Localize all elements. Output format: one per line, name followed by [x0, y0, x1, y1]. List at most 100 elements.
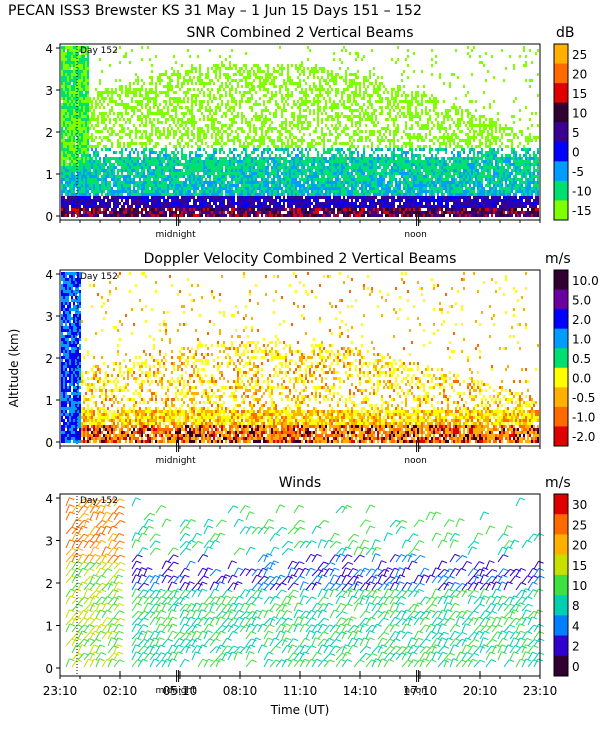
snr-cell [249, 166, 251, 169]
snr-cell [75, 67, 77, 70]
snr-cell [71, 115, 73, 118]
snr-cell [83, 160, 85, 163]
snr-cell [333, 199, 335, 202]
snr-cell [219, 157, 221, 160]
snr-cell [183, 79, 185, 82]
snr-cell [153, 103, 155, 106]
snr-cell [299, 172, 301, 175]
snr-cell [291, 199, 293, 202]
snr-cell [337, 169, 339, 172]
snr-cell [323, 142, 325, 145]
snr-cell [163, 214, 165, 217]
snr-cell [271, 214, 273, 217]
snr-cell [337, 115, 339, 118]
snr-cell [67, 130, 69, 133]
snr-cell [79, 166, 81, 169]
snr-cell [173, 178, 175, 181]
snr-cell [67, 55, 69, 58]
snr-cell [65, 148, 67, 151]
snr-cell [301, 160, 303, 163]
snr-cell [229, 163, 231, 166]
snr-cell [245, 85, 247, 88]
snr-cell [147, 46, 149, 49]
snr-cell [351, 136, 353, 139]
snr-cell [345, 190, 347, 193]
snr-cell [119, 193, 121, 196]
snr-cell [243, 178, 245, 181]
snr-cell [75, 52, 77, 55]
snr-cell [317, 190, 319, 193]
snr-cell [183, 214, 185, 217]
snr-cell [159, 76, 161, 79]
snr-cell [201, 142, 203, 145]
snr-cell [343, 130, 345, 133]
snr-cell [327, 199, 329, 202]
snr-cell [111, 175, 113, 178]
snr-cell [191, 181, 193, 184]
snr-cell [203, 160, 205, 163]
snr-cell [177, 175, 179, 178]
snr-cell [67, 91, 69, 94]
snr-cell [201, 127, 203, 130]
snr-cell [333, 154, 335, 157]
snr-cell [247, 196, 249, 199]
snr-cell [225, 184, 227, 187]
snr-cell [141, 118, 143, 121]
snr-cell [67, 196, 69, 199]
snr-cell [189, 205, 191, 208]
snr-cell [227, 67, 229, 70]
snr-cell [105, 169, 107, 172]
snr-cell [173, 100, 175, 103]
snr-cell [113, 202, 115, 205]
snr-cell [77, 187, 79, 190]
snr-cell [255, 127, 257, 130]
snr-cell [289, 214, 291, 217]
snr-cell [227, 187, 229, 190]
snr-cell [235, 130, 237, 133]
snr-cell [343, 187, 345, 190]
snr-cell [115, 190, 117, 193]
snr-cell [299, 73, 301, 76]
snr-cell [157, 199, 159, 202]
snr-cell [143, 154, 145, 157]
snr-cell [97, 163, 99, 166]
snr-cell [141, 100, 143, 103]
snr-cell [251, 211, 253, 214]
snr-cell [157, 127, 159, 130]
snr-cell [349, 211, 351, 214]
snr-cell [267, 190, 269, 193]
snr-cell [183, 211, 185, 214]
snr-cell [225, 106, 227, 109]
snr-cell [71, 55, 73, 58]
snr-cell [273, 190, 275, 193]
snr-cell [115, 160, 117, 163]
snr-cell [339, 148, 341, 151]
snr-cell [241, 181, 243, 184]
snr-cell [343, 175, 345, 178]
snr-cell [273, 211, 275, 214]
snr-cell [131, 181, 133, 184]
snr-cell [145, 175, 147, 178]
snr-cell [347, 115, 349, 118]
snr-cell [259, 76, 261, 79]
snr-cell [123, 184, 125, 187]
snr-cell [159, 181, 161, 184]
snr-cell [229, 118, 231, 121]
snr-cell [185, 169, 187, 172]
snr-cell [149, 91, 151, 94]
snr-cell [177, 127, 179, 130]
snr-cell [85, 112, 87, 115]
snr-cell [147, 160, 149, 163]
snr-cell [237, 199, 239, 202]
snr-cell [145, 136, 147, 139]
snr-cell [87, 175, 89, 178]
snr-cell [149, 163, 151, 166]
snr-cell [177, 157, 179, 160]
snr-cell [113, 169, 115, 172]
snr-cell [299, 196, 301, 199]
snr-cell [271, 172, 273, 175]
snr-cell [235, 202, 237, 205]
snr-cell [225, 67, 227, 70]
snr-cell [205, 166, 207, 169]
snr-cell [197, 160, 199, 163]
